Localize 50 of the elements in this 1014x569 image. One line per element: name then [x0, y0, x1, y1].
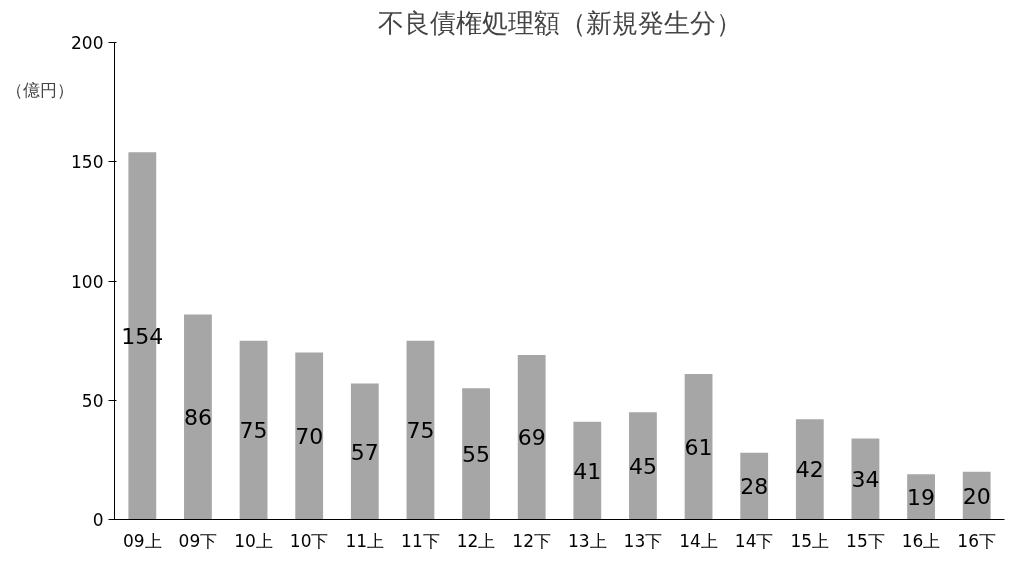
bar: [184, 314, 212, 520]
x-tick-label: 16下: [957, 530, 997, 551]
bar: [684, 374, 713, 520]
data-label: 55: [462, 441, 491, 467]
data-label: 20: [962, 483, 991, 509]
data-label: 75: [406, 418, 435, 444]
x-tick-label: 14上: [679, 530, 718, 551]
bar: [462, 388, 490, 520]
y-tick-label: 50: [81, 390, 104, 411]
bar: [573, 421, 602, 520]
y-tick-label: 150: [71, 152, 104, 173]
bar: [795, 419, 824, 520]
data-label: 28: [740, 474, 769, 500]
x-tick-label: 13上: [568, 530, 607, 551]
x-tick-label: 13下: [623, 530, 663, 551]
data-label: 86: [183, 404, 212, 430]
x-tick-label: 11上: [345, 530, 385, 551]
data-label: 61: [684, 434, 713, 460]
data-label: 57: [350, 439, 379, 465]
x-tick-label: 12上: [456, 530, 496, 551]
data-label: 75: [239, 418, 268, 444]
data-label: 70: [295, 424, 324, 450]
bar: [239, 340, 268, 520]
y-tick-label: 100: [71, 271, 104, 292]
x-tick-label: 12下: [512, 530, 552, 551]
y-tick-label: 0: [92, 510, 104, 530]
x-tick-label: 10下: [289, 530, 329, 551]
x-tick-label: 09上: [123, 530, 162, 551]
bar: [629, 412, 657, 520]
bar: [295, 352, 324, 520]
x-tick-label: 16上: [901, 530, 941, 551]
data-label: 19: [907, 484, 936, 510]
data-label: 34: [851, 466, 880, 492]
data-label: 42: [795, 457, 824, 483]
chart-title: 不良債権処理額（新規発生分）: [377, 7, 742, 38]
bar: [350, 383, 379, 520]
data-label: 45: [628, 453, 657, 479]
x-tick-label: 14下: [734, 530, 774, 551]
x-tick-label: 11下: [401, 530, 440, 551]
y-tick-label: 200: [71, 33, 104, 53]
data-label: 69: [517, 425, 546, 451]
x-tick-label: 09下: [178, 530, 218, 551]
x-tick-label: 15上: [790, 530, 830, 551]
bar: [517, 354, 546, 520]
data-label: 154: [121, 323, 164, 349]
x-tick-label: 15下: [846, 530, 885, 551]
y-axis-title: （億円）: [5, 80, 74, 101]
data-label: 41: [573, 458, 602, 484]
bar: [406, 340, 435, 520]
x-tick-label: 10上: [234, 530, 273, 551]
